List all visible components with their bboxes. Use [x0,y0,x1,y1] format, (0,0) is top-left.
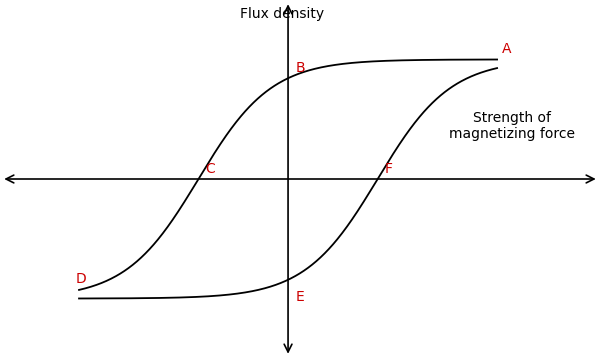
Text: D: D [76,272,87,286]
Text: Flux density: Flux density [240,7,324,21]
Text: B: B [295,61,305,75]
Text: E: E [295,290,304,304]
Text: A: A [502,42,511,56]
Text: F: F [385,161,393,175]
Text: Strength of
magnetizing force: Strength of magnetizing force [449,111,575,141]
Text: C: C [206,161,215,175]
